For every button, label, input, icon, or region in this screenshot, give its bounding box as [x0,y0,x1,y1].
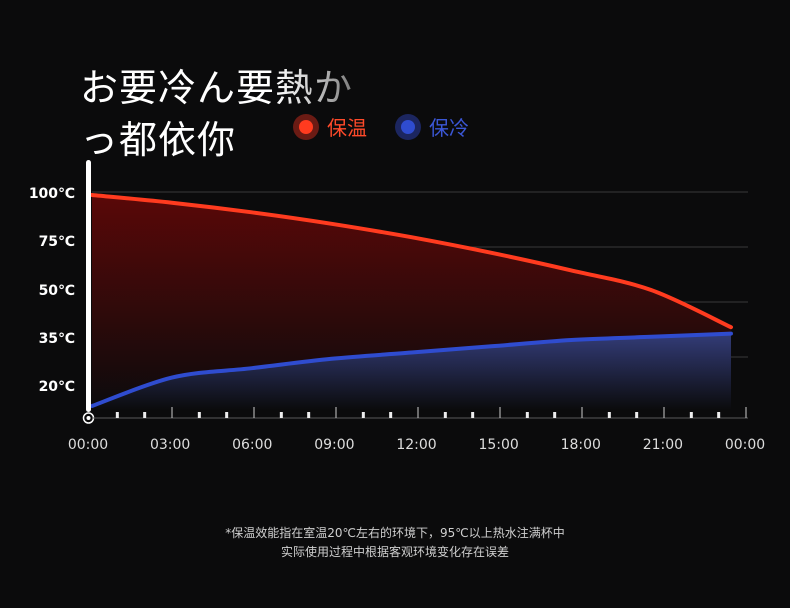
chart-legend: 保温 保冷 [293,112,469,141]
x-tick-label: 12:00 [396,437,436,453]
y-tick-label: 35℃ [39,331,75,347]
y-tick-label: 100℃ [29,186,75,202]
warm-dot-icon [293,113,319,140]
x-tick-label: 09:00 [314,437,354,453]
x-minor-tick [471,412,475,418]
footnote-line1: *保温效能指在室温20℃左右的环境下，95℃以上热水注满杯中 [225,526,565,540]
cold-dot-icon [395,113,421,140]
x-tick-label: 03:00 [150,437,190,453]
legend-cold-label: 保冷 [429,116,469,140]
y-tick-label: 20℃ [39,379,75,395]
x-tick-label: 18:00 [561,437,601,453]
x-minor-tick [389,412,393,418]
page-title: お要冷ん要熱か っ都依你 [80,62,353,166]
x-minor-tick [197,412,201,418]
cold-area [92,333,731,410]
y-axis-line [86,160,91,412]
x-minor-tick [553,412,557,418]
x-minor-tick [607,412,611,418]
legend-item-warm: 保温 [293,112,367,141]
x-tick-label: 21:00 [643,437,683,453]
x-tick-label: 00:00 [725,437,765,453]
x-minor-tick [279,412,283,418]
x-minor-tick [361,412,365,418]
x-tick-label: 15:00 [478,437,518,453]
y-tick-label: 50℃ [39,283,75,299]
footnote: *保温效能指在室温20℃左右的环境下，95℃以上热水注满杯中 实际使用过程中根据… [0,524,790,562]
legend-item-cold: 保冷 [395,112,469,141]
x-tick-label: 00:00 [68,437,108,453]
x-minor-tick [307,412,311,418]
x-tick-label: 06:00 [232,437,272,453]
x-minor-tick [635,412,639,418]
warm-series-line [90,193,733,330]
title-line2: っ都依你 [80,118,237,162]
x-minor-tick [525,412,529,418]
title-line1-a: お要冷ん要 [80,66,276,110]
x-minor-tick [143,412,147,418]
cold-series-line [90,331,733,408]
legend-warm-label: 保温 [327,116,367,140]
x-minor-tick [225,412,229,418]
x-minor-tick [689,412,693,418]
x-minor-tick [717,412,721,418]
x-minor-tick [115,412,119,418]
x-minor-tick [443,412,447,418]
title-line1-b: 熱か [275,66,354,110]
footnote-line2: 实际使用过程中根据客观环境变化存在误差 [280,545,509,559]
axis-origin-dot [86,416,91,420]
y-tick-label: 75℃ [39,234,75,250]
